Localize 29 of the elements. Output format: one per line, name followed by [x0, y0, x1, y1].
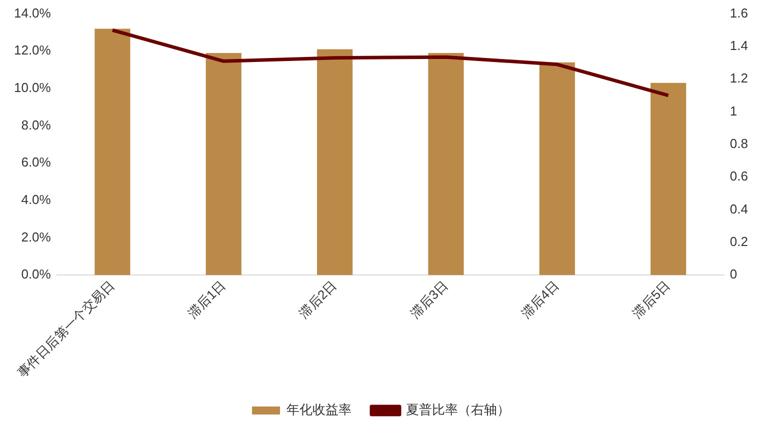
y-tick-label: 4.0% [21, 192, 52, 207]
x-tick-label: 滞后3日 [407, 278, 451, 321]
x-tick-label: 滞后5日 [630, 278, 673, 321]
y2-tick-label: 0.8 [730, 136, 748, 151]
legend-label: 年化收益率 [286, 402, 352, 418]
y-tick-label: 8.0% [21, 117, 52, 132]
y2-tick-label: 0.6 [730, 168, 748, 184]
y-tick-label: 6.0% [21, 154, 52, 170]
x-tick-label: 滞后2日 [296, 278, 340, 321]
legend-label: 夏普比率（右轴） [406, 402, 510, 418]
bar [317, 49, 353, 276]
bar [650, 82, 686, 276]
y-tick-label: 10.0% [14, 80, 52, 96]
x-tick-label: 滞后4日 [518, 278, 562, 321]
y2-tick-label: 0.2 [730, 234, 748, 249]
y2-tick-label: 1.2 [730, 70, 748, 86]
y-tick-label: 14.0% [14, 5, 52, 20]
y2-tick-label: 1 [730, 103, 738, 118]
y2-tick-label: 0 [730, 266, 738, 282]
bar [428, 52, 464, 276]
bar [539, 62, 575, 276]
y2-tick-label: 1.4 [730, 38, 748, 54]
y2-tick-label: 1.6 [730, 5, 748, 20]
bar [206, 52, 242, 276]
y2-tick-label: 0.4 [730, 201, 748, 216]
y-tick-label: 2.0% [21, 229, 52, 244]
y-tick-label: 12.0% [14, 42, 52, 58]
bar [94, 28, 130, 276]
x-tick-label: 滞后1日 [184, 278, 228, 321]
